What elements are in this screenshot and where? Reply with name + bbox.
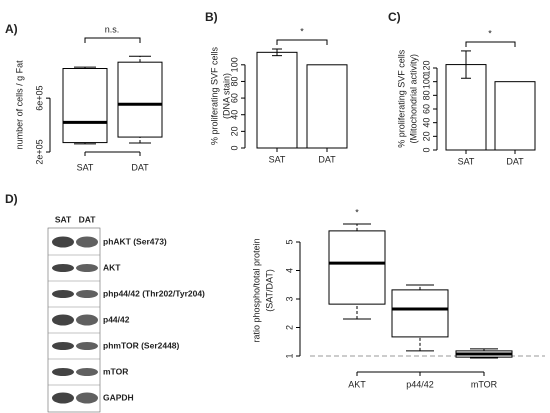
blot-band: [76, 342, 98, 350]
x-tick-label: SAT: [458, 156, 475, 166]
y-tick-label: 100: [421, 74, 431, 89]
band-label: phmTOR (Ser2448): [103, 340, 180, 350]
y-axis-label: number of cells / g Fat: [14, 60, 24, 150]
significance-label: n.s.: [105, 24, 120, 34]
box: [62, 68, 108, 144]
bar: [256, 51, 298, 149]
panel-label: B): [205, 10, 218, 24]
y-tick-label: 2: [284, 325, 294, 330]
box: [328, 230, 386, 305]
significance-bracket: [465, 41, 516, 47]
y-tick-label: 0: [421, 147, 431, 152]
y-tick-label: 120: [421, 60, 431, 75]
x-tick-label: DAT: [318, 154, 336, 164]
blot-band: [52, 236, 74, 248]
panel-label: C): [388, 10, 401, 24]
blot-band: [76, 290, 98, 298]
x-tick-label: DAT: [506, 156, 524, 166]
y-tick-label: 4: [284, 268, 294, 273]
blot-band: [52, 342, 74, 350]
y-tick-label: 60: [229, 93, 239, 103]
y-tick-label: 40: [421, 118, 431, 128]
band-label: phAKT (Ser473): [103, 236, 167, 246]
y-tick-label: 0: [229, 145, 239, 150]
significance-label: *: [300, 26, 304, 36]
y-tick-label: 2e+05: [34, 139, 44, 164]
significance-label: *: [355, 207, 359, 217]
significance-bracket: [276, 39, 328, 45]
blot-band: [52, 290, 74, 298]
y-tick-label: 80: [229, 76, 239, 86]
band-label: p44/42: [103, 314, 130, 324]
bar: [445, 64, 487, 151]
y-tick-label: 20: [421, 131, 431, 141]
y-tick-label: 20: [229, 126, 239, 136]
y-tick-label: 100: [229, 57, 239, 72]
blot-band: [76, 314, 98, 326]
blot-band: [76, 368, 98, 376]
blot-band: [52, 392, 74, 404]
blot-band: [52, 264, 74, 272]
band-label: php44/42 (Thr202/Tyr204): [103, 288, 205, 298]
significance-bracket: [84, 37, 141, 43]
y-axis-label: (DNA stain): [221, 73, 231, 119]
y-axis-label: % proliferating SVF cells: [209, 46, 219, 145]
y-tick-label: 1: [284, 353, 294, 358]
bar: [306, 64, 348, 149]
y-tick-label: 40: [229, 110, 239, 120]
bar: [494, 81, 536, 151]
x-tick-label: SAT: [269, 154, 286, 164]
y-tick-label: 80: [421, 90, 431, 100]
y-axis-label: (SAT/DAT): [264, 269, 274, 312]
box: [391, 289, 449, 338]
blot-band: [76, 392, 98, 404]
significance-label: *: [488, 28, 492, 38]
y-tick-label: 6e+05: [34, 86, 44, 111]
band-label: GAPDH: [103, 392, 134, 402]
blot-band: [52, 314, 74, 326]
blot-band: [76, 264, 98, 272]
x-tick-label: DAT: [131, 162, 149, 172]
lane-label: DAT: [79, 214, 97, 224]
y-axis-label: (Mitochondrial activity): [408, 54, 418, 144]
band-label: AKT: [103, 262, 121, 272]
blot-band: [52, 368, 74, 376]
y-tick-label: 60: [421, 104, 431, 114]
y-tick-label: 5: [284, 239, 294, 244]
band-label: mTOR: [103, 366, 128, 376]
blot-band: [76, 236, 98, 248]
box: [117, 61, 163, 138]
x-tick-label: AKT: [348, 379, 366, 389]
x-tick-label: mTOR: [471, 379, 498, 389]
y-tick-label: 3: [284, 296, 294, 301]
x-tick-label: p44/42: [406, 379, 434, 389]
y-axis-label: ratio phospho/total protein: [251, 238, 261, 342]
panel-label: D): [5, 192, 18, 206]
x-tick-label: SAT: [77, 162, 94, 172]
lane-label: SAT: [55, 214, 72, 224]
y-axis-label: % proliferating SVF cells: [396, 49, 406, 148]
panel-label: A): [5, 22, 18, 36]
